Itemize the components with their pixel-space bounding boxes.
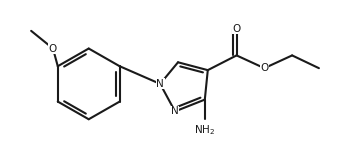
- Text: N: N: [156, 79, 164, 89]
- Text: O: O: [233, 24, 241, 34]
- Text: N: N: [171, 106, 179, 116]
- Text: O: O: [260, 63, 269, 73]
- Text: NH$_2$: NH$_2$: [194, 123, 215, 137]
- Text: O: O: [49, 44, 57, 54]
